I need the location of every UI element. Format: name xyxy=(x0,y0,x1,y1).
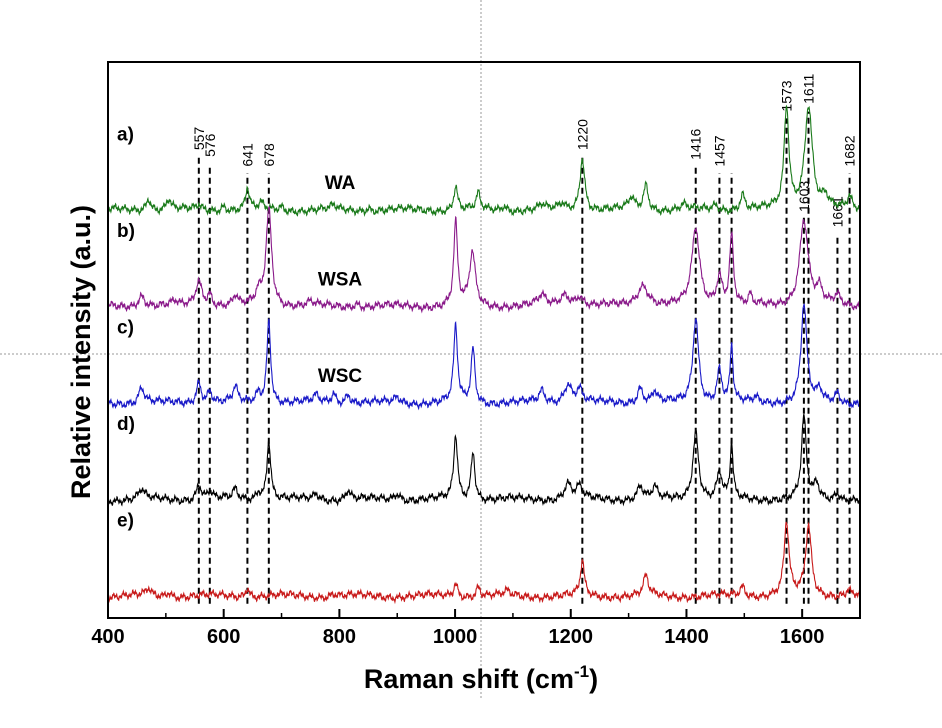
spectrum-trace-c xyxy=(107,303,861,411)
trace-label: c) xyxy=(117,318,134,339)
peak-label: 1457 xyxy=(711,135,727,166)
peak-label: 1220 xyxy=(574,119,590,150)
sample-name-label: WSC xyxy=(318,366,363,387)
x-tick-label: 1000 xyxy=(433,626,478,648)
peak-label: 576 xyxy=(202,133,218,157)
x-axis-ticks: 400 600 800 1000 1200 1400 1600 xyxy=(91,609,824,648)
x-tick-label: 1600 xyxy=(780,626,825,648)
spectrum-trace-d xyxy=(107,414,861,507)
trace-label: e) xyxy=(117,511,134,532)
x-tick-label: 400 xyxy=(91,626,124,648)
peak-label: 678 xyxy=(261,143,277,167)
x-tick-label: 600 xyxy=(207,626,240,648)
peak-label: 1603 xyxy=(796,181,812,212)
x-tick-label: 1200 xyxy=(549,626,594,648)
peak-label: 1611 xyxy=(801,74,817,104)
peak-label: 1573 xyxy=(779,80,795,111)
spectrum-trace-b xyxy=(107,205,861,314)
sample-name-label: WA xyxy=(325,173,356,194)
trace-label: d) xyxy=(117,414,135,435)
peak-label: 641 xyxy=(239,143,255,167)
plot-frame xyxy=(107,61,861,619)
x-tick-label: 1400 xyxy=(664,626,709,648)
trace-labels: a) WA b) WSA c) WSC d) e) xyxy=(117,125,362,532)
trace-label: b) xyxy=(117,221,135,242)
peak-label: 1416 xyxy=(688,128,704,159)
peak-label: 1682 xyxy=(842,135,858,166)
spectrum-trace-a xyxy=(107,104,861,217)
x-tick-label: 800 xyxy=(323,626,356,648)
trace-label: a) xyxy=(117,125,134,146)
peak-label: 557 xyxy=(191,127,207,151)
sample-name-label: WSA xyxy=(318,269,363,290)
spectra-traces xyxy=(107,104,861,605)
x-axis-title: Raman shift (cm-1) xyxy=(364,662,598,694)
spectrum-trace-e xyxy=(107,521,861,605)
y-axis-title: Relative intensity (a.u.) xyxy=(66,205,96,499)
